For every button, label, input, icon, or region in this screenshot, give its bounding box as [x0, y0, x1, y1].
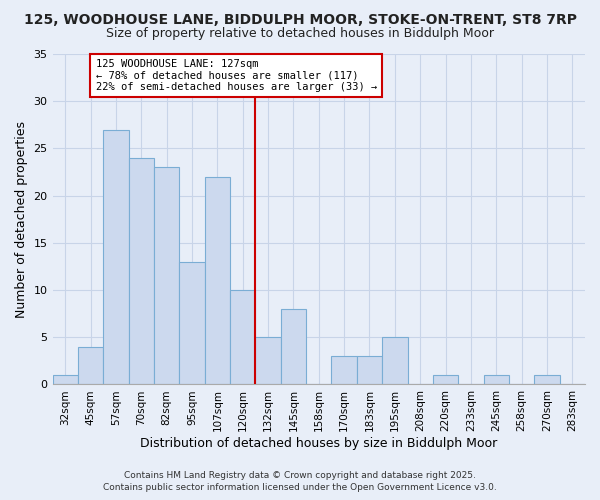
Y-axis label: Number of detached properties: Number of detached properties	[15, 120, 28, 318]
Text: Size of property relative to detached houses in Biddulph Moor: Size of property relative to detached ho…	[106, 28, 494, 40]
Text: 125, WOODHOUSE LANE, BIDDULPH MOOR, STOKE-ON-TRENT, ST8 7RP: 125, WOODHOUSE LANE, BIDDULPH MOOR, STOK…	[23, 12, 577, 26]
Bar	[382, 337, 407, 384]
Bar	[534, 375, 560, 384]
Bar	[331, 356, 357, 384]
Bar	[357, 356, 382, 384]
X-axis label: Distribution of detached houses by size in Biddulph Moor: Distribution of detached houses by size …	[140, 437, 497, 450]
Bar	[103, 130, 128, 384]
Text: Contains HM Land Registry data © Crown copyright and database right 2025.
Contai: Contains HM Land Registry data © Crown c…	[103, 471, 497, 492]
Text: 125 WOODHOUSE LANE: 127sqm
← 78% of detached houses are smaller (117)
22% of sem: 125 WOODHOUSE LANE: 127sqm ← 78% of deta…	[95, 58, 377, 92]
Bar	[53, 375, 78, 384]
Bar	[484, 375, 509, 384]
Bar	[433, 375, 458, 384]
Bar	[230, 290, 256, 384]
Bar	[205, 176, 230, 384]
Bar	[281, 309, 306, 384]
Bar	[179, 262, 205, 384]
Bar	[256, 337, 281, 384]
Bar	[78, 346, 103, 385]
Bar	[154, 168, 179, 384]
Bar	[128, 158, 154, 384]
